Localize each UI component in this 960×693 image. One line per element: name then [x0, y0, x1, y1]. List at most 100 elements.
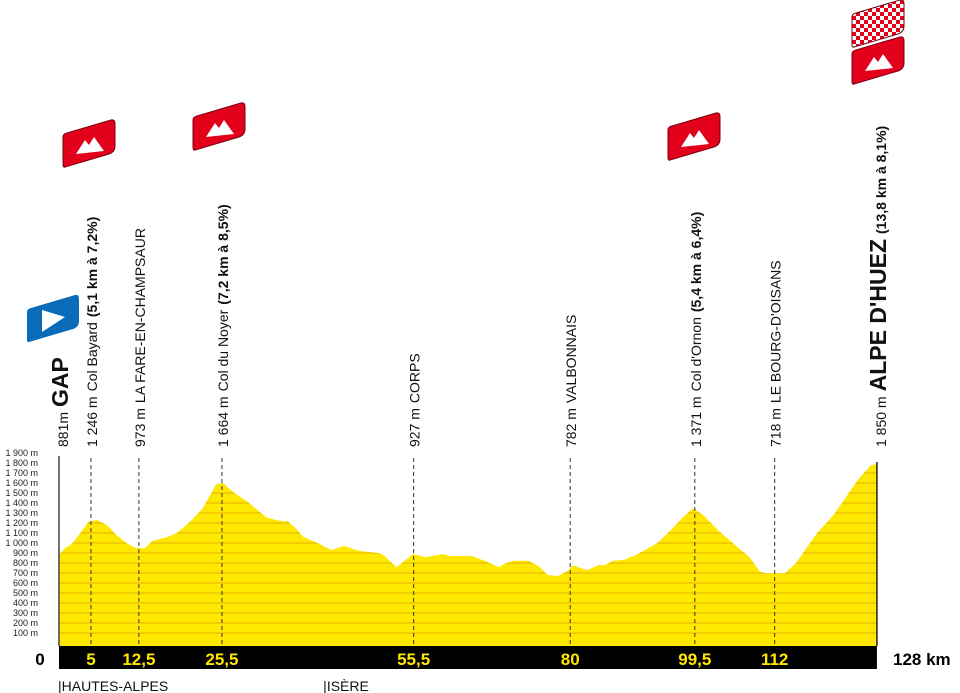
altitude-stripe: [59, 482, 877, 484]
region-label: |ISÈRE: [323, 678, 369, 693]
marker-altitude: 927 m: [407, 408, 423, 447]
mountain-glyph: [865, 54, 893, 71]
marker-name: VALBONNAIS: [563, 315, 579, 403]
climb-details: (5,4 km à 6,4%): [688, 212, 704, 312]
marker-name: GAP: [47, 357, 73, 407]
mountain-glyph: [206, 120, 234, 137]
x-tick-label: 0: [35, 650, 44, 669]
altitude-stripe: [59, 582, 877, 584]
y-tick-label: 200 m: [13, 618, 38, 628]
marker-icons: [27, 0, 905, 343]
y-tick-label: 1 300 m: [5, 508, 38, 518]
y-tick-label: 1 700 m: [5, 468, 38, 478]
altitude-stripe: [59, 462, 881, 464]
altitude-stripe: [59, 622, 877, 624]
marker-name: Col d'Ornon: [688, 317, 704, 391]
altitude-stripe: [59, 532, 877, 534]
altitude-stripe: [59, 572, 877, 574]
region-name: ISÈRE: [327, 678, 369, 693]
region-label: |HAUTES-ALPES: [58, 678, 168, 693]
altitude-stripe: [59, 472, 877, 474]
marker-label: 718 m LE BOURG-D'OISANS: [768, 260, 784, 447]
marker-label: 881m GAP: [47, 357, 73, 447]
x-axis: 0 5 12,5 25,5 55,5 80 99,5 112 128 km: [35, 646, 951, 669]
marker-label: 782 m VALBONNAIS: [563, 315, 579, 447]
altitude-stripe: [59, 612, 877, 614]
marker-lines: [90, 458, 776, 646]
y-tick-label: 300 m: [13, 608, 38, 618]
x-tick-label: 99,5: [678, 650, 711, 669]
y-tick-label: 800 m: [13, 558, 38, 568]
region-labels: |HAUTES-ALPES |ISÈRE: [58, 678, 369, 693]
altitude-stripe: [59, 452, 881, 454]
altitude-stripe: [59, 502, 877, 504]
y-tick-label: 900 m: [13, 548, 38, 558]
x-tick-label: 25,5: [205, 650, 238, 669]
y-tick-label: 1 800 m: [5, 458, 38, 468]
marker-label: 927 m CORPS: [407, 353, 423, 447]
y-tick-label: 1 600 m: [5, 478, 38, 488]
x-tick-label: 112: [761, 650, 788, 669]
mountain-climb-icon: [667, 112, 721, 161]
marker-altitude: 718 m: [768, 408, 784, 447]
altitude-stripe: [59, 492, 877, 494]
checkered-finish-flag-icon: [851, 0, 905, 48]
marker-labels: 881m GAP 1 246 m Col Bayard (5,1 km à 7,2%) 9…: [47, 126, 891, 447]
mountain-climb-icon: [851, 36, 905, 85]
marker-name: Col du Noyer: [215, 309, 231, 391]
region-name: HAUTES-ALPES: [62, 678, 169, 693]
y-tick-label: 1 400 m: [5, 498, 38, 508]
marker-altitude: 973 m: [132, 408, 148, 447]
marker-altitude: 1 246 m: [84, 396, 100, 447]
altitude-stripe: [59, 512, 877, 514]
altitude-stripe: [59, 552, 877, 554]
mountain-climb-icon: [192, 102, 246, 151]
marker-altitude: 1 664 m: [215, 396, 231, 447]
marker-label: 973 m LA FARE-EN-CHAMPSAUR: [132, 228, 148, 447]
start-flag-icon: [27, 294, 79, 343]
marker-altitude: 881m: [55, 412, 71, 447]
marker-label: 1 246 m Col Bayard (5,1 km à 7,2%): [84, 217, 100, 447]
altitude-stripe: [59, 542, 877, 544]
climb-details: (5,1 km à 7,2%): [84, 217, 100, 317]
y-tick-label: 1 100 m: [5, 528, 38, 538]
marker-altitude: 782 m: [563, 408, 579, 447]
y-tick-label: 500 m: [13, 588, 38, 598]
y-tick-label: 400 m: [13, 598, 38, 608]
y-tick-label: 1 500 m: [5, 488, 38, 498]
x-tick-label: 55,5: [397, 650, 430, 669]
marker-name: Col Bayard: [84, 322, 100, 391]
x-tick-label: 80: [561, 650, 580, 669]
marker-label: 1 850 m ALPE D'HUEZ (13,8 km à 8,1%): [865, 126, 891, 447]
y-tick-label: 600 m: [13, 578, 38, 588]
altitude-stripe: [59, 562, 877, 564]
marker-label: 1 371 m Col d'Ornon (5,4 km à 6,4%): [688, 212, 704, 447]
mountain-glyph: [76, 137, 104, 154]
distance-bar: [59, 646, 877, 669]
climb-details: (7,2 km à 8,5%): [215, 204, 231, 304]
y-tick-label: 100 m: [13, 628, 38, 638]
mountain-climb-icon: [62, 119, 116, 168]
x-tick-label: 128 km: [893, 650, 951, 669]
y-tick-label: 700 m: [13, 568, 38, 578]
elevation-profile: [58, 452, 881, 646]
x-tick-label: 12,5: [122, 650, 155, 669]
marker-name: LE BOURG-D'OISANS: [768, 260, 784, 403]
y-tick-label: 1 200 m: [5, 518, 38, 528]
altitude-stripe: [59, 602, 877, 604]
y-tick-label: 1 000 m: [5, 538, 38, 548]
marker-altitude: 1 850 m: [873, 396, 889, 447]
altitude-stripe: [59, 592, 877, 594]
marker-name: ALPE D'HUEZ: [865, 239, 891, 391]
profile-area: [59, 464, 877, 646]
altitude-stripe: [59, 522, 877, 524]
marker-name: CORPS: [407, 353, 423, 403]
altitude-stripe: [59, 632, 877, 634]
marker-name: LA FARE-EN-CHAMPSAUR: [132, 228, 148, 403]
climb-details: (13,8 km à 8,1%): [873, 126, 889, 234]
x-tick-label: 5: [86, 650, 95, 669]
marker-label: 1 664 m Col du Noyer (7,2 km à 8,5%): [215, 204, 231, 447]
marker-altitude: 1 371 m: [688, 396, 704, 447]
